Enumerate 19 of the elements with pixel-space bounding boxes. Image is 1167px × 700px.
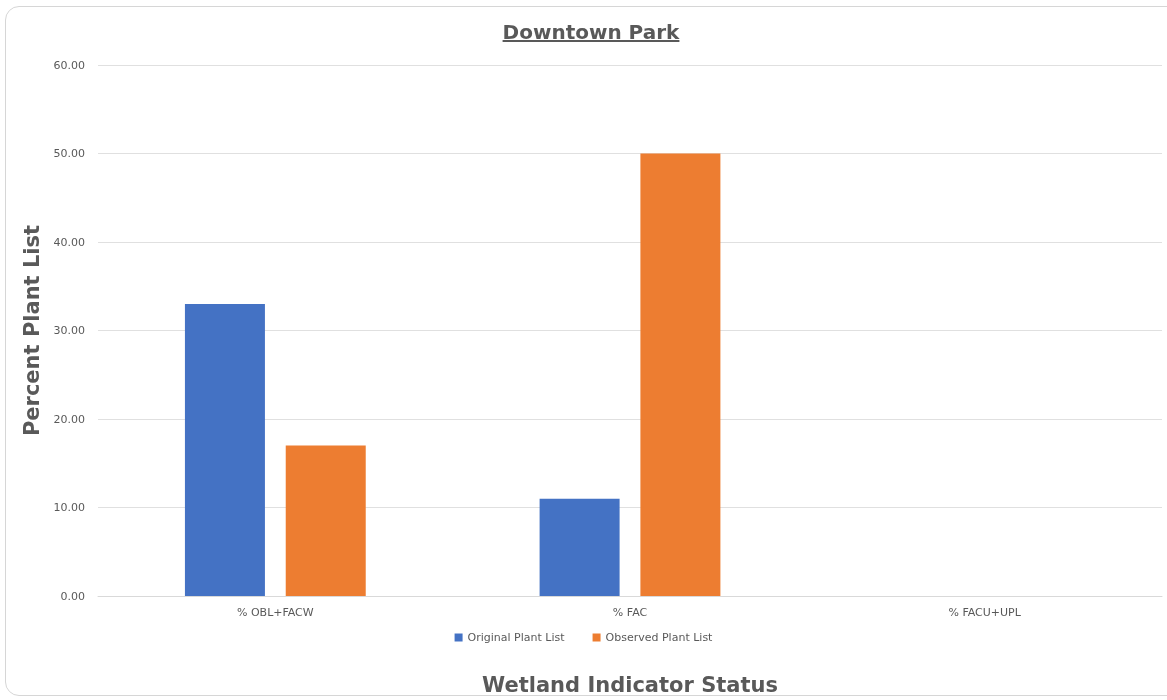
bar (640, 153, 721, 596)
x-axis-title: Wetland Indicator Status (482, 672, 778, 697)
y-tick-label: 60.00 (53, 58, 85, 72)
chart-title: Downtown Park (502, 20, 680, 44)
y-tick-label: 10.00 (53, 501, 85, 514)
x-tick-label: % FAC (612, 606, 648, 619)
x-tick-label: % OBL+FACW (236, 606, 314, 619)
y-tick-label: 30.00 (53, 324, 85, 337)
bar (184, 303, 265, 596)
x-tick-label: % FACU+UPL (948, 606, 1022, 619)
bar (285, 445, 366, 596)
legend-label: Observed Plant List (605, 631, 714, 644)
y-tick-label: 0.00 (60, 589, 85, 603)
bar (539, 498, 620, 596)
y-tick-label: 20.00 (53, 412, 85, 426)
y-tick-label: 40.00 (53, 235, 85, 249)
y-tick-label: 50.00 (53, 147, 85, 160)
legend-label: Original Plant List (467, 631, 566, 644)
y-axis-title: Percent Plant List (20, 224, 45, 437)
